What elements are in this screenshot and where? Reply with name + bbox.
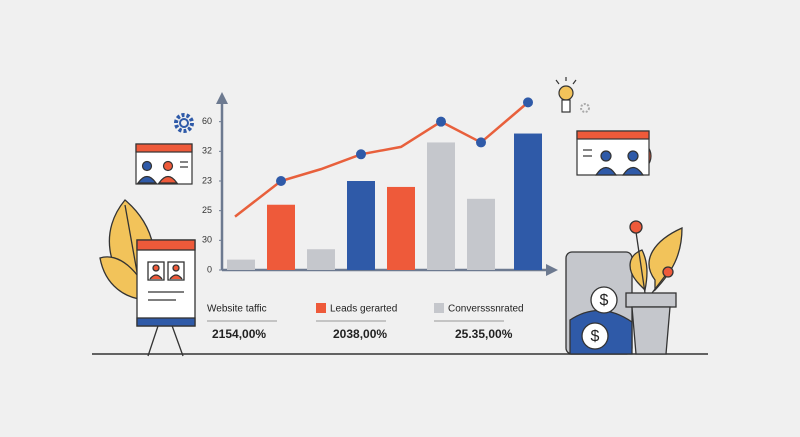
bar (387, 186, 415, 270)
profile-card (135, 143, 193, 185)
legend: Website taffic 2154,00% Leads gerarted 2038… (207, 303, 524, 341)
y-tick-label: 60 (202, 116, 212, 126)
bar (347, 181, 375, 270)
y-tick-label: 32 (202, 146, 212, 156)
bar (307, 249, 335, 270)
legend-label: Website taffic (207, 304, 267, 315)
y-tick-label: 30 (202, 235, 212, 245)
money-jar: $ $ (565, 251, 633, 355)
bar (267, 204, 295, 270)
bar (427, 142, 455, 270)
line-marker (276, 176, 286, 186)
trend-line (234, 101, 529, 218)
line-marker (356, 149, 366, 160)
gear-icon (174, 113, 194, 133)
legend-stat: 25.35,00% (455, 327, 513, 341)
y-tick-label: 25 (202, 205, 212, 215)
dollar-icon: $ (591, 328, 600, 345)
dollar-icon: $ (600, 292, 609, 309)
y-tick-label: 23 (202, 175, 212, 185)
legend-label: Conversssnrated (448, 304, 524, 315)
legend-swatch (316, 303, 326, 313)
legend-stat: 2154,00% (212, 327, 266, 341)
bar (514, 133, 542, 270)
bar (467, 198, 495, 270)
y-tick-label: 0 (207, 264, 212, 274)
legend-swatch (434, 303, 444, 313)
line-marker (436, 116, 446, 127)
easel (136, 239, 196, 357)
legend-label: Leads gerarted (330, 304, 397, 315)
bulb-icon (555, 77, 590, 113)
plot-area: 0 30 25 23 32 60 (202, 97, 542, 274)
profile-card (576, 130, 652, 176)
flower-pot (625, 220, 683, 355)
line-marker (476, 137, 486, 148)
line-marker (523, 97, 533, 108)
bar (227, 259, 255, 270)
legend-stat: 2038,00% (333, 327, 387, 341)
